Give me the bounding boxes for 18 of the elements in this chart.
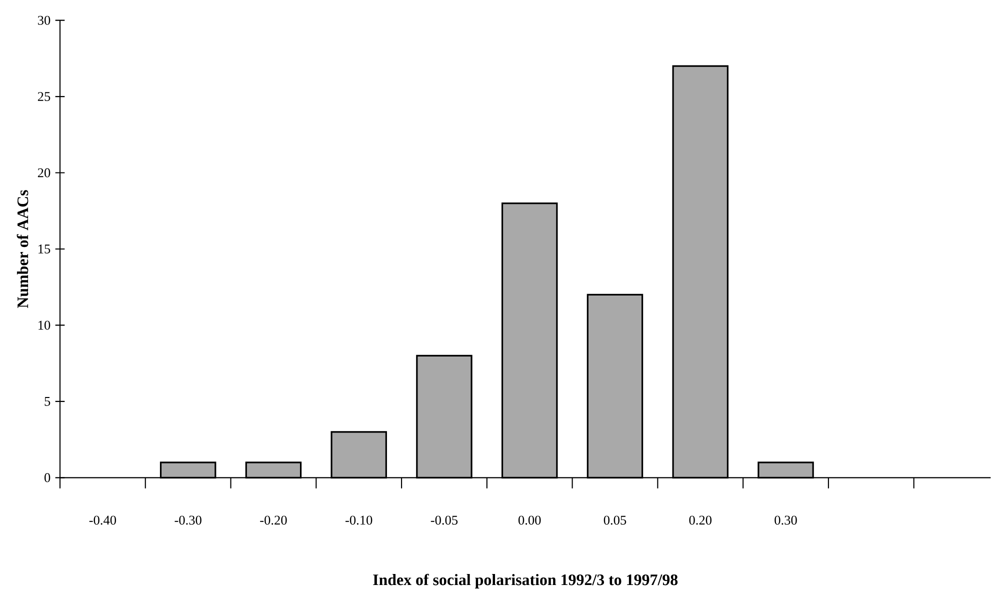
y-tick-label: 20: [38, 168, 50, 178]
x-tick-label: 0.00: [518, 516, 541, 525]
y-tick-label: 5: [44, 397, 50, 406]
y-tick-label: 15: [38, 244, 50, 254]
x-tick-label: -0.10: [346, 516, 372, 525]
x-tick-label: 0.30: [774, 516, 797, 525]
x-tick-label: 0.05: [604, 516, 626, 525]
y-tick-label: 0: [44, 473, 50, 482]
y-tick-label: 25: [38, 92, 50, 102]
y-tick-label: 30: [38, 16, 50, 25]
x-tick-label: -0.30: [174, 516, 202, 525]
x-tick-label: -0.20: [260, 516, 287, 525]
x-tick-label: 0.20: [689, 516, 712, 525]
y-axis-title: Number of AACs: [16, 190, 28, 308]
x-tick-label: -0.05: [430, 516, 458, 525]
x-axis-title: Index of social polarisation 1992/3 to 1997/98: [373, 574, 678, 588]
y-tick-label: 10: [38, 320, 50, 330]
x-tick-label: -0.40: [89, 516, 116, 525]
